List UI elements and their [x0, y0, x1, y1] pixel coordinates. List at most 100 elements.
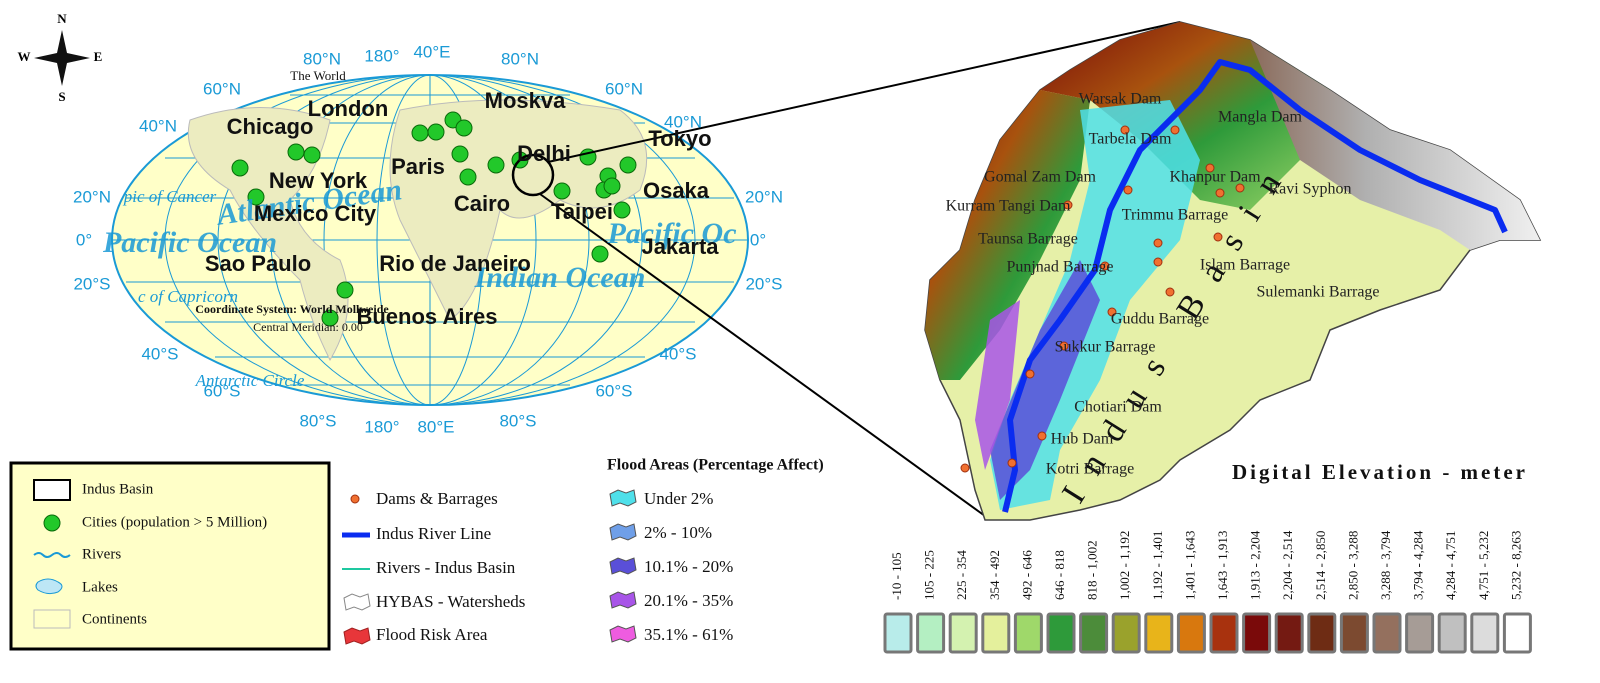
city-label: New York — [269, 168, 368, 193]
elevation-swatch — [883, 612, 913, 654]
elevation-title: Digital Elevation - meter — [1232, 460, 1528, 484]
compass-label: S — [58, 89, 65, 104]
graticule-label: 60°S — [203, 381, 240, 400]
elevation-swatch — [916, 612, 946, 654]
graticule-label: 80°S — [499, 411, 536, 430]
city-label: Cairo — [454, 191, 510, 216]
graticule-label: 60°N — [605, 79, 643, 98]
elevation-label: 225 - 354 — [954, 550, 969, 600]
elevation-label: 4,751 - 5,232 — [1476, 531, 1491, 600]
elevation-swatch — [1013, 612, 1043, 654]
elevation-swatch — [1046, 612, 1076, 654]
world-title: The World — [290, 68, 346, 83]
site-label: Sukkur Barrage — [1055, 339, 1156, 356]
site-label: Hub Dam — [1051, 431, 1114, 448]
graticule-label: 40°N — [139, 116, 177, 135]
elevation-swatch — [1372, 612, 1402, 654]
city-points — [231, 111, 637, 327]
legend-icons — [33, 479, 371, 645]
city-label: Sao Paulo — [205, 251, 311, 276]
central-meridian: Central Meridian: 0.00 — [253, 320, 363, 334]
elevation-swatch — [1470, 612, 1500, 654]
elevation-label: -10 - 105 — [889, 552, 904, 600]
flood-swatch — [609, 625, 637, 643]
legend-label: HYBAS - Watersheds — [376, 592, 525, 611]
legend-label: Indus River Line — [376, 524, 491, 543]
elevation-label: 818 - 1,002 — [1085, 540, 1100, 600]
flood-mid — [990, 260, 1100, 500]
site-label: Sulemanki Barrage — [1256, 284, 1379, 301]
indus-river — [1002, 59, 1508, 513]
ocean-label: Pacific Ocean — [102, 226, 277, 259]
site-label: Kurram Tangi Dam — [946, 198, 1071, 215]
elevation-swatch — [948, 612, 978, 654]
site-label: Guddu Barrage — [1111, 311, 1209, 328]
circle-label: c of Capricorn — [138, 287, 238, 306]
legend-label: Dams & Barrages — [376, 489, 498, 508]
graticule-label: 40°S — [659, 344, 696, 363]
flood-label: 10.1% - 20% — [644, 557, 733, 576]
graticule-label: 80°N — [501, 49, 539, 68]
elevation-label: 1,192 - 1,401 — [1150, 531, 1165, 600]
legend-label: Flood Risk Area — [376, 625, 488, 644]
site-label: Kotri Barrage — [1046, 461, 1134, 478]
elevation-swatch — [1209, 612, 1239, 654]
elevation-label: 354 - 492 — [987, 550, 1002, 600]
elevation-label: 646 - 818 — [1052, 550, 1067, 600]
elevation-swatch — [1176, 612, 1206, 654]
graticule-label: 20°N — [745, 187, 783, 206]
city-label: Jakarta — [641, 234, 719, 259]
flood-label: Under 2% — [644, 489, 713, 508]
circle-label: pic of Cancer — [123, 187, 217, 206]
compass-label: W — [18, 49, 31, 64]
graticule-label: 0° — [76, 230, 92, 249]
flood-high — [975, 300, 1020, 470]
city-label: Tokyo — [648, 126, 711, 151]
graticule-label: 80°S — [299, 411, 336, 430]
city-label: Buenos Aires — [356, 304, 497, 329]
graticule-label: 180° — [364, 417, 399, 436]
elevation-swatch — [1274, 612, 1304, 654]
ocean-label: Indian Ocean — [474, 261, 646, 294]
flood-swatch — [609, 557, 637, 575]
legend-label: Rivers - Indus Basin — [376, 558, 516, 577]
elevation-label: 1,401 - 1,643 — [1182, 531, 1197, 600]
elevation-swatch — [1242, 612, 1272, 654]
elevation-label: 3,288 - 3,794 — [1378, 530, 1393, 600]
elevation-swatch — [1339, 612, 1369, 654]
site-label: Ravi Syphon — [1268, 181, 1351, 198]
elevation-label: 3,794 - 4,284 — [1411, 530, 1426, 600]
graticule-label: 60°N — [203, 79, 241, 98]
graticule-label: 40°N — [664, 112, 702, 131]
legend-label: Lakes — [82, 579, 118, 595]
city-label: Rio de Janeiro — [379, 251, 531, 276]
elevation-label: 2,850 - 3,288 — [1345, 531, 1360, 600]
zoom-lines — [539, 21, 1181, 517]
legend-label: Indus Basin — [82, 481, 154, 497]
elevation-swatch — [1079, 612, 1109, 654]
coordinate-system: Coordinate System: World Mollweide — [195, 302, 389, 316]
elevation-label: 2,204 - 2,514 — [1280, 530, 1295, 600]
site-label: Mangla Dam — [1218, 109, 1303, 126]
elevation-label: 105 - 225 — [922, 550, 937, 600]
site-label: Tarbela Dam — [1089, 131, 1172, 148]
site-label: Taunsa Barrage — [978, 231, 1078, 248]
city-label: Paris — [391, 154, 445, 179]
city-label: Osaka — [643, 178, 710, 203]
city-label: Taipei — [551, 199, 613, 224]
site-label: Warsak Dam — [1079, 91, 1162, 108]
compass-label: E — [94, 49, 103, 64]
legend-label: Continents — [82, 611, 147, 627]
graticule-label: 80°E — [417, 417, 454, 436]
western-hills — [925, 90, 1090, 380]
compass-label: N — [57, 11, 67, 26]
flood-swatch — [609, 591, 637, 609]
graticule-label: 60°S — [595, 381, 632, 400]
flood-label: 2% - 10% — [644, 523, 712, 542]
elevation-label: 1,643 - 1,913 — [1215, 531, 1230, 600]
elevation-swatch — [1111, 612, 1141, 654]
graticule-label: 0° — [750, 230, 766, 249]
graticule-label: 180° — [364, 46, 399, 65]
compass-rose — [34, 30, 90, 86]
